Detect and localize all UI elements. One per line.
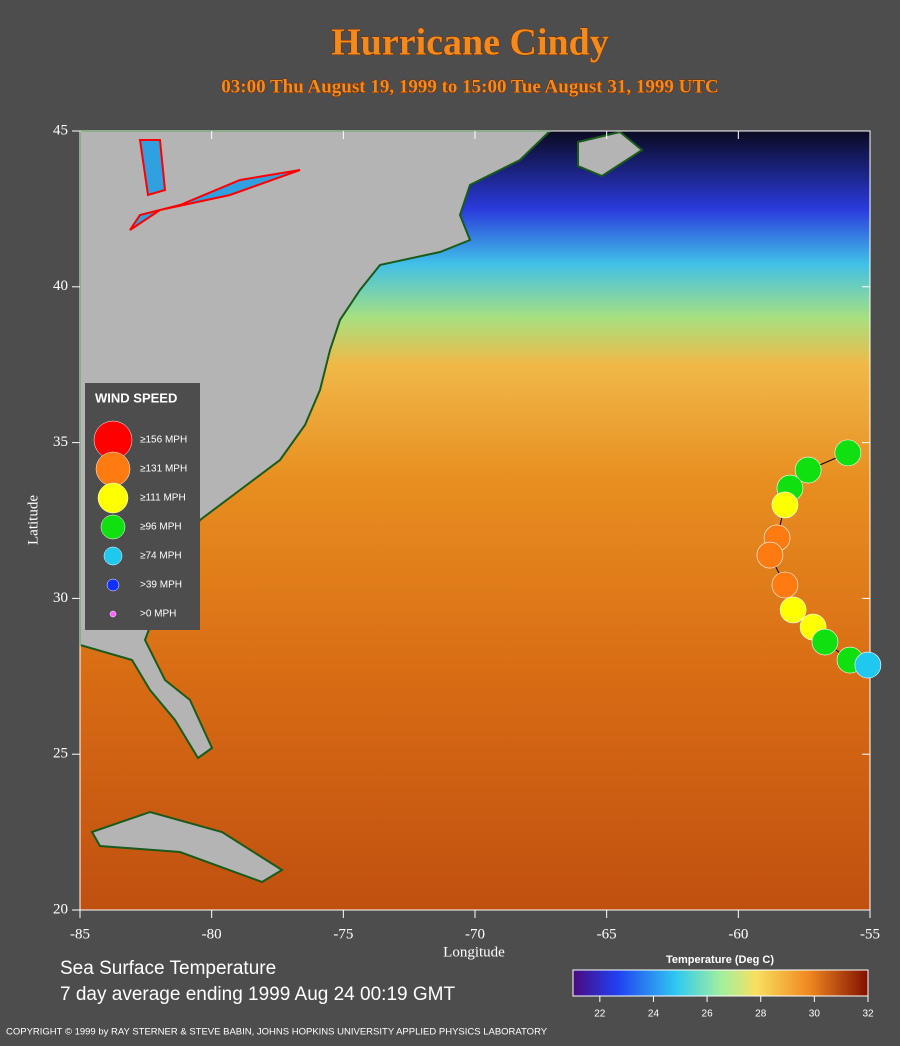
y-tick-label: 35 — [53, 434, 68, 450]
track-point — [756, 541, 784, 569]
y-tick-label: 40 — [53, 278, 68, 294]
legend-label: ≥156 MPH — [140, 435, 187, 446]
track-point — [794, 456, 822, 484]
legend-swatch — [106, 578, 120, 592]
colorbar — [572, 969, 869, 997]
x-tick-label: -70 — [465, 926, 485, 942]
x-tick-label: -75 — [333, 926, 353, 942]
legend-label: ≥74 MPH — [140, 551, 182, 562]
legend-swatch — [103, 546, 123, 566]
track-point — [834, 439, 862, 467]
track-point — [811, 628, 839, 656]
colorbar-tick-label: 32 — [862, 1009, 874, 1020]
title: Hurricane Cindy — [331, 22, 609, 64]
subtitle: 03:00 Thu August 19, 1999 to 15:00 Tue A… — [221, 76, 718, 97]
x-tick-label: -80 — [202, 926, 222, 942]
colorbar-tick-label: 24 — [648, 1009, 660, 1020]
land — [577, 130, 644, 178]
colorbar-title: Temperature (Deg C) — [666, 954, 774, 966]
x-tick-label: -60 — [728, 926, 748, 942]
x-tick-label: -65 — [597, 926, 617, 942]
land — [79, 130, 553, 760]
track-point — [854, 651, 882, 679]
legend-label: ≥96 MPH — [140, 522, 182, 533]
great-lakes — [129, 139, 301, 231]
caption-line: 7 day average ending 1999 Aug 24 00:19 G… — [60, 984, 455, 1005]
colorbar-tick-label: 26 — [702, 1009, 714, 1020]
x-tick-label: -85 — [70, 926, 90, 942]
y-tick-label: 45 — [53, 122, 68, 138]
legend-swatch — [109, 610, 117, 618]
y-tick-label: 25 — [53, 746, 68, 762]
legend-swatch — [97, 482, 129, 514]
copyright: COPYRIGHT © 1999 by RAY STERNER & STEVE … — [6, 1027, 548, 1038]
legend-label: >39 MPH — [140, 580, 182, 591]
legend-swatch — [100, 514, 126, 540]
track-point — [779, 596, 807, 624]
x-tick-label: -55 — [860, 926, 880, 942]
legend-title: WIND SPEED — [95, 390, 177, 405]
map: WIND SPEED — [79, 130, 871, 911]
colorbar-tick-label: 28 — [755, 1009, 767, 1020]
colorbar-tick-label: 22 — [594, 1009, 606, 1020]
legend-swatch — [95, 451, 131, 487]
legend-label: >0 MPH — [140, 609, 176, 620]
y-axis-label: Latitude — [25, 495, 41, 545]
caption-line: Sea Surface Temperature — [60, 958, 276, 979]
x-axis-label: Longitude — [443, 944, 505, 960]
legend-label: ≥111 MPH — [140, 493, 186, 504]
y-tick-label: 30 — [53, 590, 68, 606]
y-tick-label: 20 — [53, 901, 68, 917]
colorbar-tick-label: 30 — [809, 1009, 821, 1020]
track-point — [771, 491, 799, 519]
land — [90, 810, 284, 884]
track-point — [771, 571, 799, 599]
legend-label: ≥131 MPH — [140, 464, 187, 475]
